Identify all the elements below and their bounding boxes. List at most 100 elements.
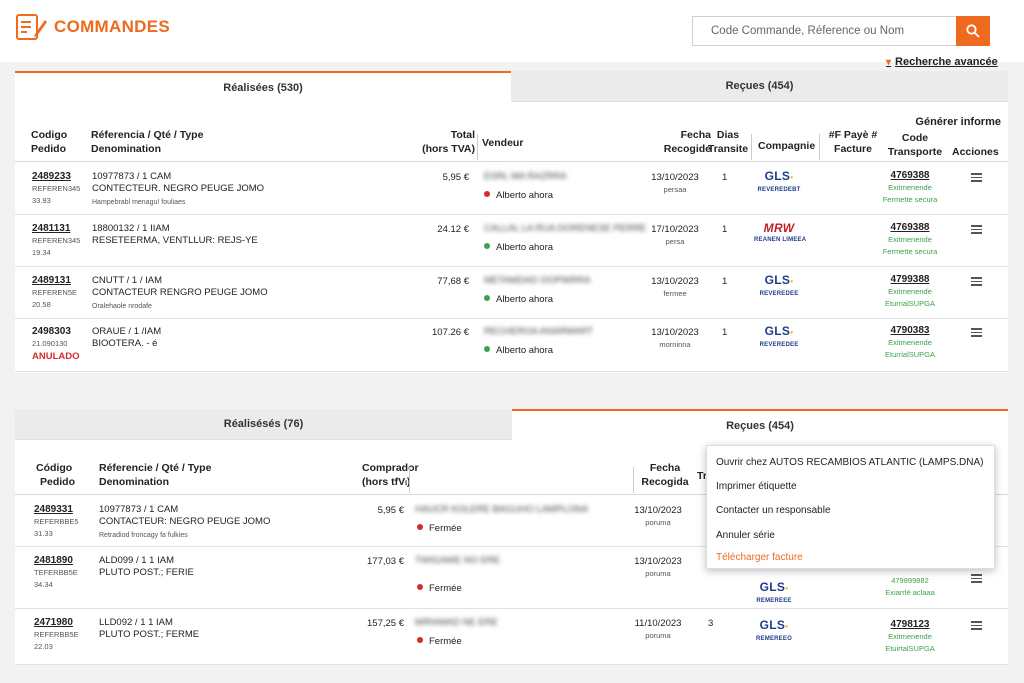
order-status: Alberto ahora: [484, 345, 553, 357]
tab-bar: Réalisées (530) Reçues (454): [15, 71, 1008, 102]
search-input[interactable]: [693, 17, 956, 45]
row-actions-menu-icon[interactable]: [971, 173, 982, 182]
transit-days: 1: [722, 276, 728, 287]
col-actions: Acciones: [952, 146, 999, 158]
item-denomination: CONTACTEUR RENGRO PEUGE JOMO: [92, 287, 268, 298]
orders-icon: [16, 14, 47, 40]
col-total: Total (hors TVA): [422, 129, 475, 155]
tracking-status-detail: EtuirtalSUPGA: [885, 644, 935, 653]
row-actions-menu-icon[interactable]: [971, 277, 982, 286]
status-dot-icon: [417, 584, 423, 590]
carrier-logo: GLS•: [764, 273, 794, 287]
column-divider: [819, 134, 820, 160]
tab-realised[interactable]: Réalisées (530): [15, 71, 511, 102]
tab-received[interactable]: Reçues (454): [511, 71, 1008, 102]
carrier-logo: GLS•: [764, 169, 794, 183]
tracking-code-link[interactable]: 4769388: [890, 222, 930, 233]
order-code-link[interactable]: 2471980: [34, 617, 73, 628]
order-ref-number: 20.58: [32, 300, 51, 309]
row-actions-menu-icon[interactable]: [971, 328, 982, 337]
item-note: Oralehaole nrodafe: [92, 303, 152, 310]
col-days: Dias Transite: [707, 129, 749, 155]
item-reference: 10977873 / 1 CAM: [99, 504, 179, 515]
tracking-code-link[interactable]: 4798123: [890, 619, 930, 630]
item-reference: ALD099 / 1 1 IAM: [99, 555, 174, 566]
pickup-date-note: morninna: [659, 340, 691, 349]
col-vendor: Vendeur: [482, 137, 524, 149]
menu-item-contact[interactable]: Contacter un responsable: [716, 505, 831, 516]
column-divider: [409, 467, 410, 493]
col-code: Código Pedido: [36, 462, 76, 488]
status-dot-icon: [484, 295, 490, 301]
item-denomination: PLUTO POST.; FERIE: [99, 567, 194, 578]
carrier-logo: GLS•: [764, 324, 794, 338]
order-ref-code: TEFERBB5E: [34, 568, 78, 577]
order-code-link[interactable]: 2489233: [32, 171, 71, 182]
tab-realised[interactable]: Réalisésés (76): [15, 409, 512, 440]
tracking-code-link[interactable]: 4790383: [890, 325, 930, 336]
order-ref-code: REFEREN345: [32, 236, 81, 245]
status-dot-icon: [417, 524, 423, 530]
menu-item-download-invoice[interactable]: Télécharger facture: [716, 552, 803, 563]
column-divider: [477, 134, 478, 160]
tab-bar: Réalisésés (76) Reçues (454): [15, 409, 1008, 440]
table-header: Código Pedido Réferencie / Qté / Type Deno…: [15, 461, 1008, 495]
order-total: 24.12 €: [437, 224, 469, 235]
transit-days: 1: [722, 224, 728, 235]
item-note: Hampebrabl menagu! fouliaes: [92, 199, 186, 206]
tracking-code-link[interactable]: 479899882: [891, 576, 929, 585]
menu-item-cancel[interactable]: Annuler série: [716, 530, 775, 541]
order-code-link[interactable]: 2498303: [32, 326, 71, 337]
table-row: 2489131 REFEREN5E 20.58 CNUTT / 1 / IAM CONT…: [15, 267, 1008, 319]
col-buyer: Comprador (hors tfVₗ): [362, 462, 419, 488]
buyer-name: MIRAMAD NE ERE: [415, 617, 498, 628]
order-ref-number: 34.34: [34, 580, 53, 589]
order-total: 5,95 €: [377, 505, 404, 516]
order-status: Alberto ahora: [484, 294, 553, 306]
pickup-date: 13/10/2023: [634, 556, 682, 567]
status-dot-icon: [484, 191, 490, 197]
chevron-down-icon: ▾: [886, 56, 892, 68]
order-total: 77,68 €: [437, 276, 469, 287]
order-ref-number: 33.93: [32, 196, 51, 205]
menu-item-open[interactable]: Ouvrir chez AUTOS RECAMBIOS ATLANTIC (LA…: [716, 457, 984, 468]
pickup-date-note: poruma: [645, 631, 671, 640]
menu-item-print-label[interactable]: Imprimer étiquette: [716, 481, 797, 492]
tracking-status: Exitmenende: [888, 183, 932, 192]
table-row: 2489233 REFEREN345 33.93 10977873 / 1 CAM CO…: [15, 163, 1008, 215]
row-actions-menu-icon[interactable]: [971, 225, 982, 234]
orders-panel-received: Réalisésés (76) Reçues (454) Código Pedid…: [15, 409, 1008, 665]
advanced-search-link[interactable]: ▾ Recherche avancée: [886, 56, 998, 68]
order-ref-code: REFERBB5E: [34, 630, 79, 639]
search-button[interactable]: [956, 16, 990, 46]
tab-received[interactable]: Reçues (454): [512, 409, 1008, 440]
transit-days: 3: [708, 618, 714, 629]
carrier-logo: MRW: [763, 221, 795, 235]
vendor-name: METAMDAD OOPWRRA: [484, 275, 591, 286]
tracking-code-link[interactable]: 4769388: [890, 170, 930, 181]
row-actions-menu-icon[interactable]: [971, 574, 982, 583]
generate-report-link[interactable]: Générer informe: [915, 116, 1001, 128]
vendor-name: ESRL MA RAZRRA: [484, 171, 567, 182]
order-code-link[interactable]: 2481131: [32, 223, 71, 234]
order-ref-number: 31.33: [34, 529, 53, 538]
order-status: Fermée: [417, 636, 462, 648]
order-total: 177,03 €: [367, 556, 404, 567]
tracking-status: Exitmenende: [888, 287, 932, 296]
row-actions-menu-icon[interactable]: [971, 621, 982, 630]
vendor-name: RECHEROA ANARWART: [484, 326, 594, 337]
order-code-link[interactable]: 2489131: [32, 275, 71, 286]
brand: COMMANDES: [14, 12, 170, 42]
item-reference: 18800132 / 1 IIAM: [92, 223, 170, 234]
pickup-date-note: fermee: [663, 289, 687, 298]
pickup-date: 13/10/2023: [651, 172, 699, 183]
order-ref-code: 21.090130: [32, 339, 68, 348]
order-code-link[interactable]: 2489331: [34, 504, 73, 515]
carrier-sub-label: REMEREEE: [756, 598, 792, 604]
tracking-code-link[interactable]: 4799388: [890, 274, 930, 285]
table-row: 2489331 REFERBBE5 31.33 10977873 / 1 CAM CON…: [15, 496, 1008, 547]
order-code-link[interactable]: 2481890: [34, 555, 73, 566]
table-header: Codigo Pedido Réferencia / Qté / Type Deno…: [15, 128, 1008, 162]
pickup-date: 13/10/2023: [651, 276, 699, 287]
col-reference: Réferencia / Qté / Type Denomination: [91, 129, 204, 155]
